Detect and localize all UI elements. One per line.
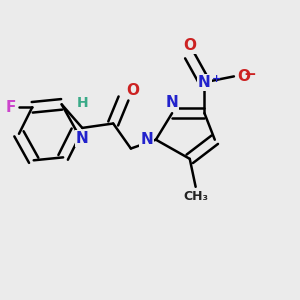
Text: N: N <box>198 75 211 90</box>
Text: O: O <box>183 38 196 53</box>
Text: N: N <box>76 131 89 146</box>
Text: F: F <box>6 100 16 115</box>
Text: −: − <box>244 68 256 82</box>
Text: O: O <box>237 69 250 84</box>
Text: H: H <box>76 96 88 110</box>
Text: N: N <box>140 132 153 147</box>
Text: CH₃: CH₃ <box>183 190 208 203</box>
Text: +: + <box>212 74 221 84</box>
Text: O: O <box>126 83 140 98</box>
Text: N: N <box>166 95 178 110</box>
